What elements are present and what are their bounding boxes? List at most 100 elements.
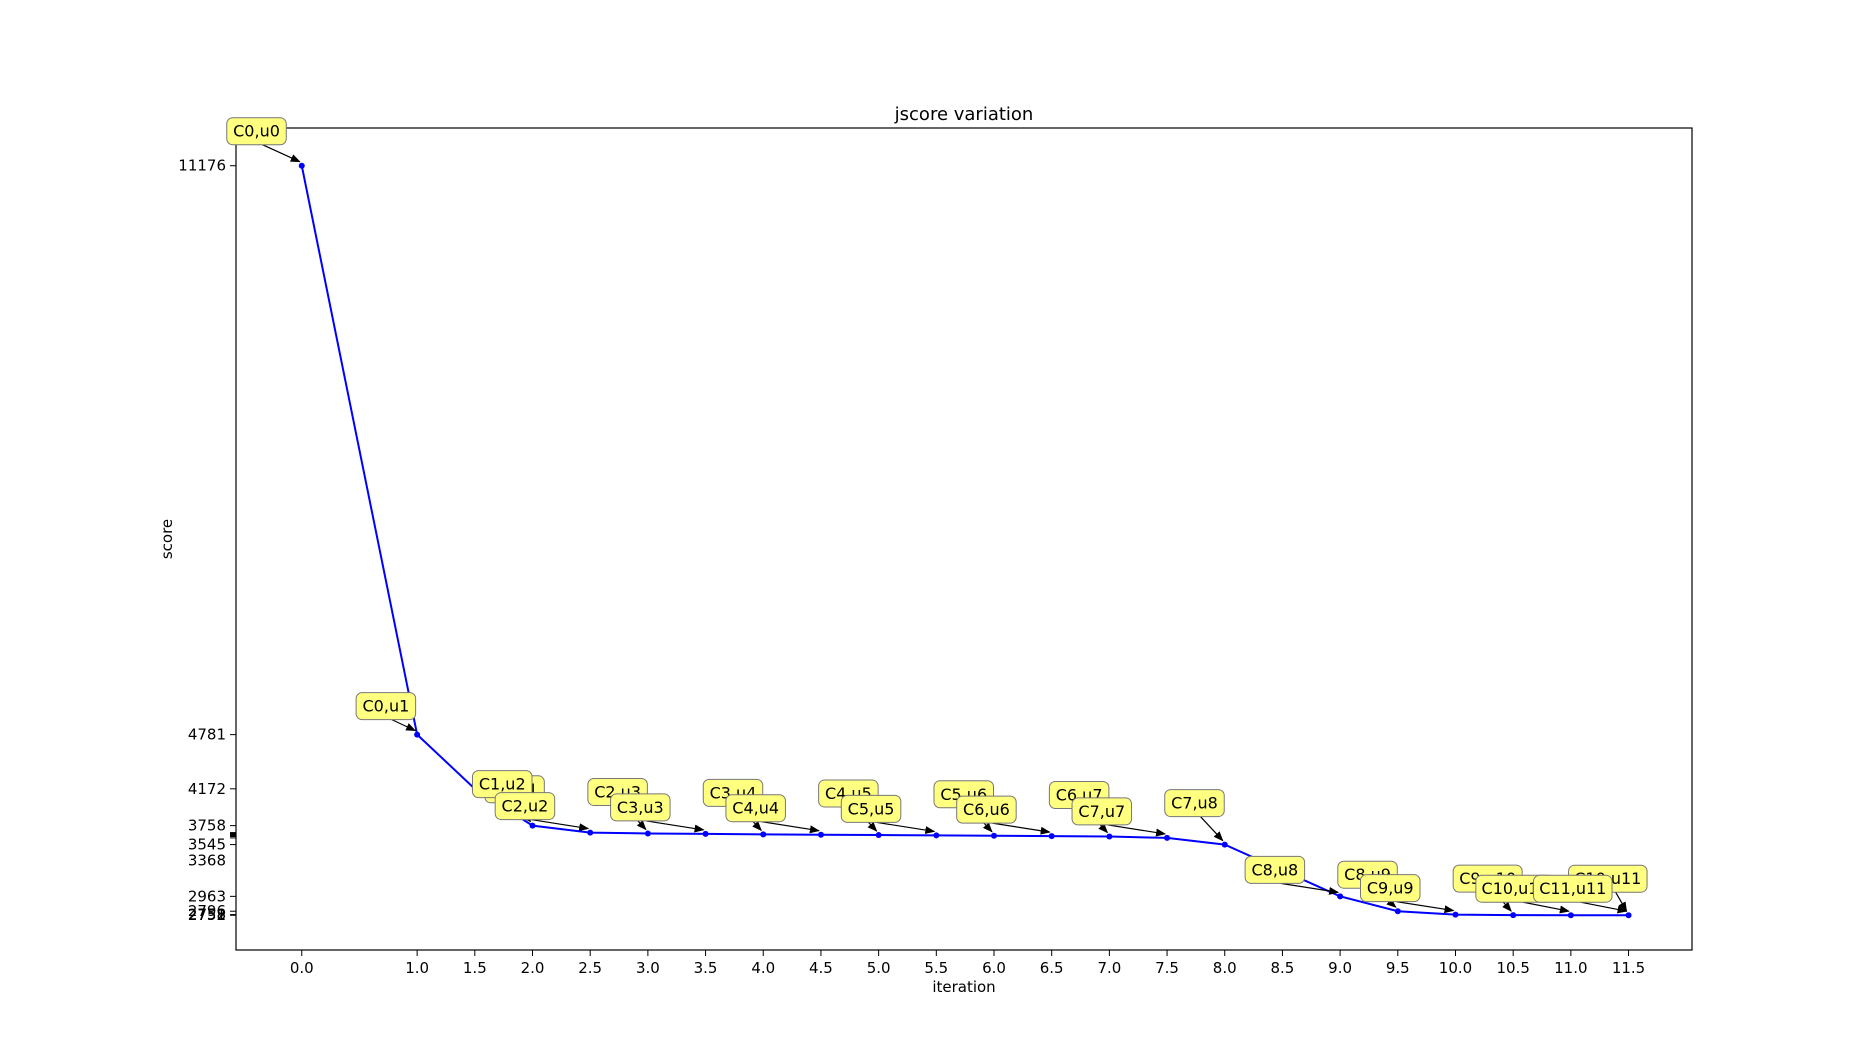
annotation-box (1071, 797, 1133, 826)
y-tick-label: 4172 (188, 780, 226, 798)
data-point (702, 830, 709, 837)
data-point (1221, 841, 1228, 848)
annotation: C5,u5 (840, 794, 936, 834)
annotation-label: C0,u0 (233, 122, 280, 141)
annotation-box (956, 795, 1017, 824)
data-point (1337, 893, 1344, 900)
x-tick-label: 9.5 (1386, 959, 1410, 977)
x-tick-label: 1.0 (405, 959, 429, 977)
data-point (990, 832, 997, 839)
annotation-arrow (761, 821, 820, 834)
annotation: C0,u0 (226, 117, 301, 163)
y-tick-label: 2758 (188, 906, 226, 924)
annotation-arrow (1580, 901, 1628, 914)
annotation: C6,u6 (956, 795, 1051, 835)
annotation-arrow (262, 144, 301, 163)
y-axis-label: score (158, 519, 176, 559)
annotation-box (1164, 789, 1225, 818)
y-tick-label: 4781 (188, 726, 226, 744)
x-tick-label: 3.0 (636, 959, 660, 977)
annotation-arrow (1615, 891, 1628, 913)
annotation-box (725, 794, 786, 823)
annotation-arrow (876, 821, 936, 834)
x-tick-label: 10.5 (1496, 959, 1529, 977)
x-tick-label: 5.5 (924, 959, 948, 977)
data-point (298, 162, 305, 169)
annotation-arrow (1107, 824, 1167, 837)
annotation-box (1533, 874, 1613, 903)
x-tick-label: 11.5 (1612, 959, 1645, 977)
chart-title: jscore variation (894, 104, 1034, 125)
annotation: C7,u8 (1164, 789, 1225, 842)
x-tick-label: 6.0 (982, 959, 1006, 977)
x-axis: 0.0 1.0 1.5 2.0 2.5 3.0 3.5 4.0 4.5 5.0 5.5 6.0 6.5 7… (290, 950, 1645, 977)
data-point (414, 731, 421, 738)
annotation-box (355, 692, 417, 721)
y-tick-label: 3758 (188, 817, 226, 835)
annotation: C8,u8 (1244, 855, 1340, 895)
data-point (1510, 912, 1517, 919)
y-tick-label: 2752 (188, 906, 226, 924)
x-tick-label: 4.5 (809, 959, 833, 977)
x-tick-label: 6.5 (1040, 959, 1064, 977)
series-line (300, 165, 1629, 917)
data-point (1625, 912, 1632, 919)
x-tick-label: 8.5 (1270, 959, 1294, 977)
annotation: C3,u3 (610, 793, 705, 833)
data-point (875, 832, 882, 839)
annotation-box (610, 793, 671, 822)
data-point (644, 830, 651, 837)
annotation-label: C9,u9 (1367, 879, 1414, 898)
annotation-arrow (1522, 901, 1570, 914)
x-tick-label: 10.0 (1439, 959, 1472, 977)
x-tick-label: 2.0 (521, 959, 545, 977)
annotation: C9,u9 (1359, 874, 1455, 914)
x-tick-label: 0.0 (290, 959, 314, 977)
x-tick-label: 7.5 (1155, 959, 1179, 977)
x-tick-label: 1.5 (463, 959, 487, 977)
x-tick-label: 5.0 (867, 959, 891, 977)
x-tick-label: 7.0 (1097, 959, 1121, 977)
annotation: C7,u7 (1071, 797, 1167, 837)
data-point (760, 831, 767, 838)
annotation-arrow (530, 818, 590, 832)
annotation: C2,u2 (494, 792, 590, 832)
x-tick-label: 8.0 (1213, 959, 1237, 977)
annotation-box (1244, 855, 1306, 884)
annotation: C11,u11 (1533, 874, 1628, 914)
x-axis-label: iteration (932, 978, 995, 996)
x-tick-label: 4.0 (751, 959, 775, 977)
annotation-label: C7,u8 (1171, 794, 1218, 813)
annotation-label: C7,u7 (1078, 802, 1125, 821)
annotation-label: C2,u2 (502, 797, 549, 816)
annotation-arrow (992, 822, 1051, 835)
annotation: C1,u2 (472, 770, 533, 823)
x-tick-label: 2.5 (578, 959, 602, 977)
annotation-label: C1,u2 (479, 775, 526, 794)
annotation-label: C4,u4 (732, 799, 779, 818)
annotation-label: C11,u11 (1539, 879, 1606, 898)
data-point (1567, 912, 1574, 919)
y-tick-label: 2796 (188, 902, 226, 920)
data-point (817, 831, 824, 838)
data-point (1048, 833, 1055, 840)
annotation-box (494, 792, 556, 821)
annotation-box (1359, 874, 1421, 903)
annotations: C0,u0C0,u1C1,u1C1,u2C2,u2C2,u3C3,u3C3,u4… (226, 117, 1648, 914)
y-tick-label: 2751 (188, 906, 226, 924)
annotation-box (226, 117, 287, 146)
data-point (1394, 908, 1401, 915)
annotation-arrow (1396, 901, 1455, 914)
annotation-arrow (646, 820, 705, 833)
x-tick-label: 3.5 (694, 959, 718, 977)
annotation-box (840, 794, 902, 823)
annotation-label: C8,u8 (1251, 860, 1298, 879)
x-tick-label: 11.0 (1554, 959, 1587, 977)
y-tick-label: 3545 (188, 836, 226, 854)
data-point (529, 822, 536, 829)
annotation-arrow (1280, 882, 1340, 895)
data-point (933, 832, 940, 839)
plot-frame (235, 127, 1693, 951)
data-point (587, 829, 594, 836)
